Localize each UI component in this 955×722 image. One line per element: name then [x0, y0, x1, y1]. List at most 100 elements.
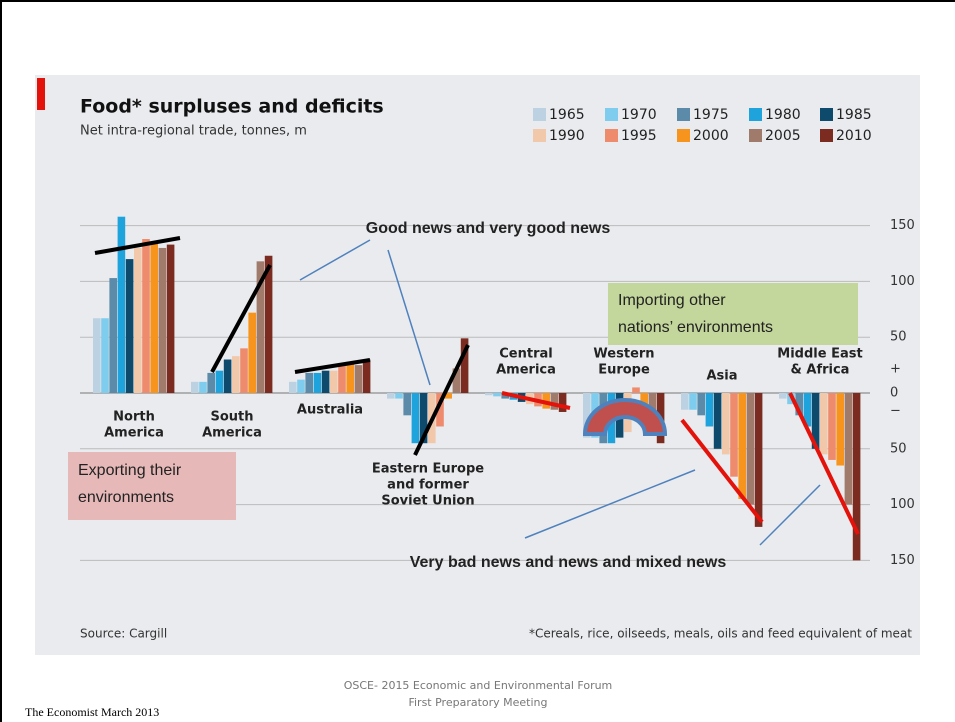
y-tick-label: 50 [890, 441, 907, 456]
legend-swatch [605, 129, 618, 142]
legend-label: 1975 [693, 107, 729, 123]
bar [289, 381, 297, 393]
y-tick-label: 100 [890, 274, 915, 289]
trend-line [210, 264, 272, 373]
legend-label: 1970 [621, 107, 657, 123]
legend-swatch [533, 108, 546, 121]
legend-swatch [677, 108, 690, 121]
bar [689, 393, 697, 410]
bar [697, 393, 705, 416]
bar [158, 247, 167, 393]
bar [330, 370, 338, 393]
bar [313, 372, 322, 393]
bar [844, 393, 853, 505]
legend-label: 1985 [836, 107, 872, 123]
bar [746, 393, 755, 505]
legend-swatch [820, 129, 833, 142]
bar [444, 393, 452, 399]
trend-line [788, 392, 860, 535]
legend-label: 2005 [765, 128, 801, 144]
legend-label: 1980 [765, 107, 801, 123]
bar [583, 393, 591, 438]
bar [836, 393, 844, 466]
legend-label: 2000 [693, 128, 729, 144]
bar [738, 393, 746, 499]
bar [811, 393, 820, 449]
legend-label: 1990 [549, 128, 585, 144]
bar [550, 393, 559, 410]
bar [305, 372, 313, 393]
bar [387, 393, 395, 399]
bar [150, 242, 158, 393]
title-marker [37, 78, 45, 110]
bar [820, 393, 828, 455]
y-tick-label: 50 [890, 330, 907, 345]
bar [297, 379, 305, 393]
annotation: environments [78, 489, 174, 506]
axis-sign: + [890, 362, 901, 377]
bar [754, 393, 763, 527]
arrow [759, 484, 821, 546]
bar [142, 239, 150, 393]
bar [354, 365, 363, 393]
category-label: Eastern Europe [372, 462, 484, 477]
category-label: Middle East [777, 347, 862, 362]
bar [436, 393, 444, 427]
bar [338, 365, 346, 393]
bar [460, 338, 469, 393]
bar [493, 393, 501, 397]
bar [795, 393, 803, 416]
bar [828, 393, 836, 460]
bar [713, 393, 722, 449]
bar [722, 393, 730, 455]
bar [558, 393, 567, 412]
legend-swatch [605, 108, 618, 121]
trend-line [413, 344, 470, 456]
category-label: Europe [598, 363, 650, 378]
bar [681, 393, 689, 410]
legend-label: 2010 [836, 128, 872, 144]
bar [232, 356, 240, 393]
annotation: nations’ environments [618, 319, 773, 336]
legend-swatch [820, 108, 833, 121]
category-label: America [202, 426, 262, 441]
y-tick-label: 100 [890, 497, 915, 512]
bar [199, 381, 207, 393]
category-label: & Africa [791, 363, 850, 378]
bar [395, 393, 403, 399]
category-label: Western [593, 347, 654, 362]
annotation: Exporting their [78, 462, 182, 479]
arrow [524, 469, 696, 539]
legend-swatch [749, 108, 762, 121]
axis-sign: − [890, 404, 901, 419]
bar [362, 359, 371, 393]
annotation-box [68, 452, 236, 520]
bar [109, 278, 117, 393]
bar [256, 261, 265, 393]
bar [419, 393, 428, 444]
bar [632, 387, 640, 393]
trend-line [501, 391, 571, 410]
bar [240, 348, 248, 393]
bar [803, 393, 812, 427]
legend-swatch [533, 129, 546, 142]
bar [101, 318, 109, 393]
chart-title: Food* surpluses and deficits [80, 96, 384, 118]
legend-swatch [749, 129, 762, 142]
y-tick-label: 0 [890, 386, 898, 401]
annotation-box [608, 283, 858, 345]
arrow [299, 239, 371, 281]
bar [452, 368, 461, 393]
category-label: Asia [706, 369, 737, 384]
footnote: *Cereals, rice, oilseeds, meals, oils an… [529, 627, 912, 641]
category-label: America [104, 426, 164, 441]
category-label: Soviet Union [381, 494, 474, 509]
decorations [94, 236, 860, 546]
arrows [299, 239, 821, 546]
bar [134, 247, 142, 393]
category-label: Central [499, 347, 552, 362]
category-label: America [496, 363, 556, 378]
bar [411, 393, 420, 444]
chart-background [35, 75, 920, 655]
